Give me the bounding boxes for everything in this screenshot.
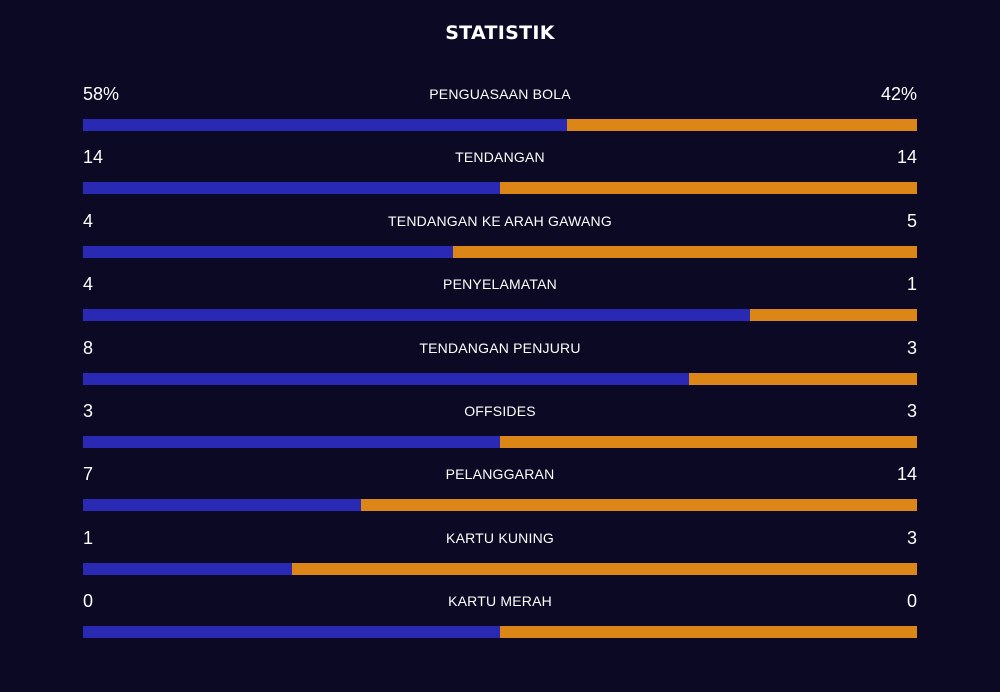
away-bar-segment (360, 499, 917, 512)
stat-row-5: 3 OFFSIDES 3 (83, 396, 917, 459)
home-value: 0 (83, 591, 94, 612)
away-value: 3 (906, 400, 917, 421)
home-value: 14 (83, 147, 104, 168)
home-bar-segment (83, 309, 751, 322)
away-bar-segment (500, 182, 917, 195)
away-value: 42% (880, 84, 917, 104)
home-bar-segment (83, 245, 454, 258)
home-bar-segment (83, 499, 361, 512)
home-bar-segment (83, 435, 500, 448)
stats-list: 58% PENGUASAAN BOLA 42% 14 TENDANGAN 14 … (83, 79, 917, 650)
stat-label: TENDANGAN KE ARAH GAWANG (388, 212, 612, 229)
panel-title: STATISTIK (445, 22, 555, 44)
comparison-bar (83, 182, 917, 195)
away-bar-segment (500, 626, 917, 639)
home-bar-segment (83, 182, 500, 195)
away-value: 5 (906, 210, 917, 231)
comparison-bar (83, 119, 917, 131)
home-value: 4 (83, 274, 94, 295)
stat-label: PENGUASAAN BOLA (429, 86, 571, 102)
stat-row-7: 1 KARTU KUNING 3 (83, 523, 917, 586)
stat-label: TENDANGAN PENJURU (419, 339, 581, 356)
stat-row-8: 0 KARTU MERAH 0 (83, 586, 917, 649)
stat-row-3: 4 PENYELAMATAN 1 (83, 269, 917, 332)
home-value: 7 (83, 464, 94, 485)
home-bar-segment (83, 562, 292, 575)
away-value: 3 (906, 527, 917, 548)
stat-row-1: 14 TENDANGAN 14 (83, 142, 917, 205)
comparison-bar (83, 372, 917, 385)
away-bar-segment (750, 309, 917, 322)
home-value: 58% (83, 84, 120, 104)
stat-label: KARTU MERAH (448, 593, 552, 610)
away-value: 0 (906, 591, 917, 612)
stat-row-2: 4 TENDANGAN KE ARAH GAWANG 5 (83, 206, 917, 269)
comparison-bar (83, 435, 917, 448)
stat-label: TENDANGAN (455, 149, 545, 166)
comparison-bar (83, 626, 917, 639)
away-value: 1 (906, 274, 917, 295)
home-value: 4 (83, 210, 94, 231)
stat-label: KARTU KUNING (446, 529, 554, 546)
stat-row-6: 7 PELANGGARAN 14 (83, 459, 917, 522)
home-bar-segment (83, 119, 567, 131)
stat-row-4: 8 TENDANGAN PENJURU 3 (83, 333, 917, 396)
stat-label: PENYELAMATAN (443, 276, 557, 293)
home-value: 3 (83, 400, 94, 421)
stat-label: OFFSIDES (464, 402, 536, 419)
home-bar-segment (83, 626, 500, 639)
away-bar-segment (689, 372, 917, 385)
away-bar-segment (291, 562, 917, 575)
comparison-bar (83, 562, 917, 575)
home-value: 8 (83, 337, 94, 358)
comparison-bar (83, 499, 917, 512)
home-value: 1 (83, 527, 94, 548)
comparison-bar (83, 309, 917, 322)
away-value: 14 (896, 147, 917, 168)
away-value: 3 (906, 337, 917, 358)
away-bar-segment (566, 119, 917, 131)
stat-label: PELANGGARAN (445, 466, 555, 483)
home-bar-segment (83, 372, 690, 385)
away-bar-segment (453, 245, 917, 258)
comparison-bar (83, 245, 917, 258)
away-bar-segment (500, 435, 917, 448)
stat-row-0: 58% PENGUASAAN BOLA 42% (83, 79, 917, 142)
away-value: 14 (896, 464, 917, 485)
